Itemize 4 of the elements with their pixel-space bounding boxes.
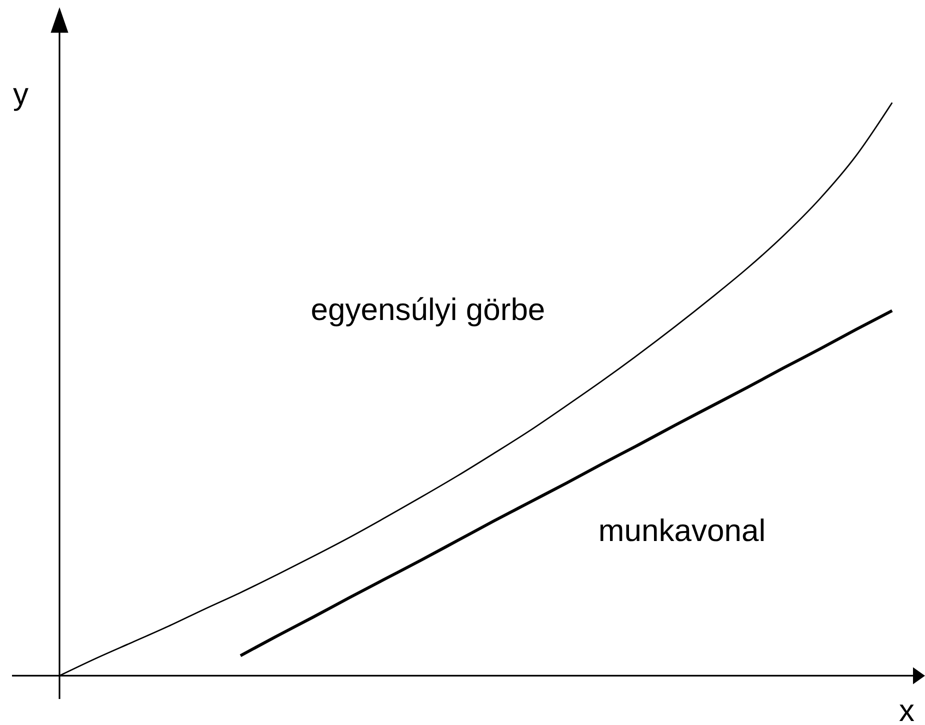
y-axis-title: y — [13, 76, 29, 112]
x-axis-title: x — [899, 693, 915, 725]
series-label: munkavonal — [598, 513, 766, 548]
text: egyensúlyi görbe — [310, 292, 546, 327]
